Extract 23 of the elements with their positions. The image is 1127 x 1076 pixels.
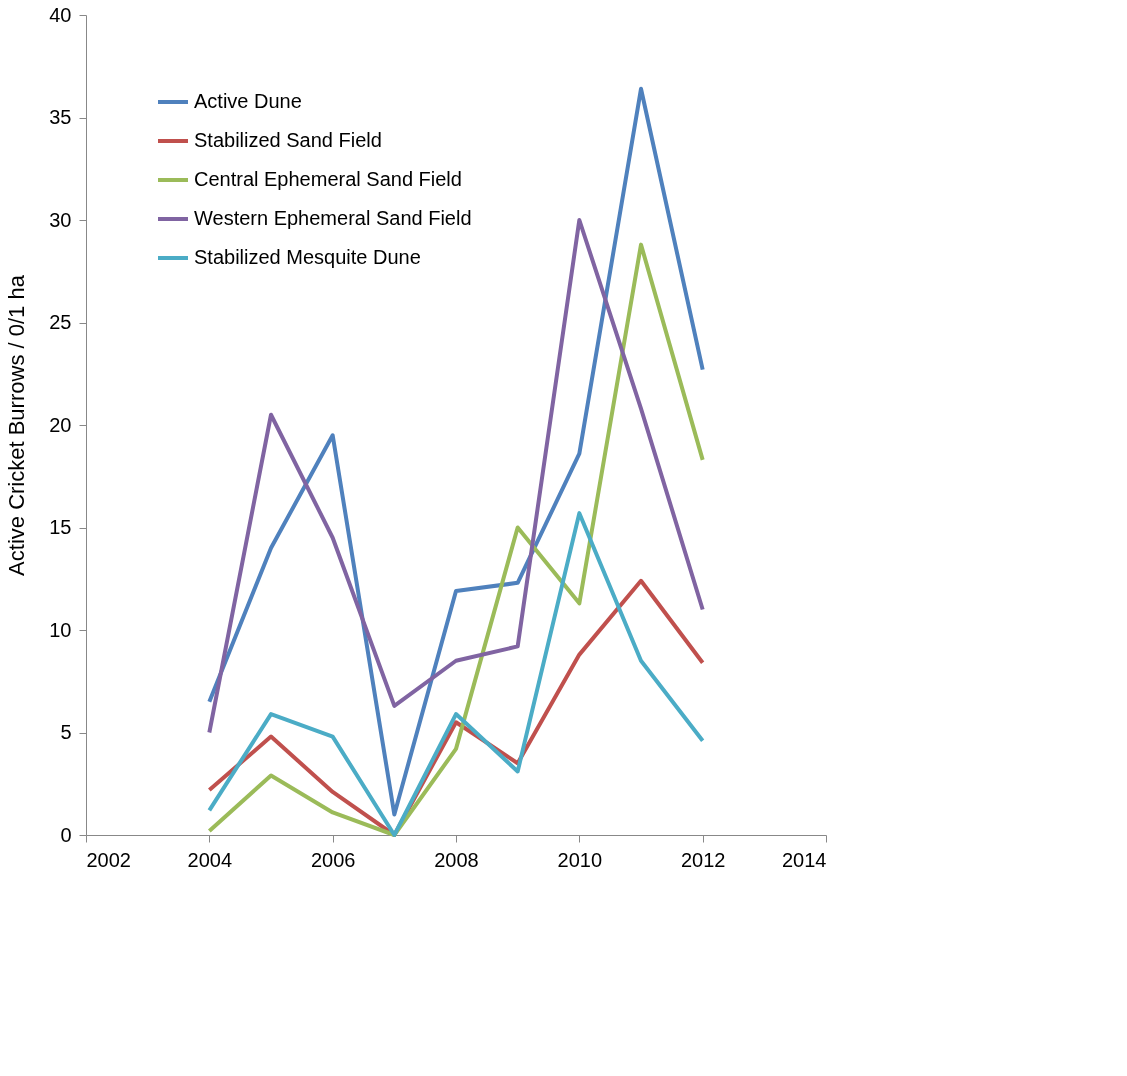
x-tick-label: 2006 [310, 848, 356, 871]
legend-label: Central Ephemeral Sand Field [194, 168, 462, 190]
legend-label: Stabilized Mesquite Dune [194, 246, 421, 268]
y-tick-label: 25 [49, 311, 72, 333]
y-tick-label: 40 [49, 3, 72, 26]
y-tick-label: 0 [60, 823, 72, 846]
legend-label: Western Ephemeral Sand Field [194, 207, 472, 229]
x-tick-label: 2002 [86, 848, 131, 871]
x-tick-label: 2012 [680, 848, 726, 871]
x-tick-label: 2014 [782, 848, 827, 871]
x-tick-label: 2008 [434, 848, 479, 871]
y-tick-label: 35 [49, 106, 72, 128]
y-tick-label: 15 [49, 516, 72, 538]
y-tick-label: 20 [49, 413, 72, 436]
x-tick-label: 2010 [557, 848, 603, 871]
legend-label: Active Dune [194, 90, 302, 112]
y-axis-title: Active Cricket Burrows / 0/1 ha [4, 274, 30, 576]
y-tick-label: 5 [60, 721, 72, 743]
x-tick-label: 2004 [187, 848, 233, 871]
y-tick-label: 10 [49, 618, 72, 641]
line-series [207, 511, 705, 837]
legend-label: Stabilized Sand Field [194, 129, 382, 151]
y-tick-label: 30 [49, 208, 72, 231]
